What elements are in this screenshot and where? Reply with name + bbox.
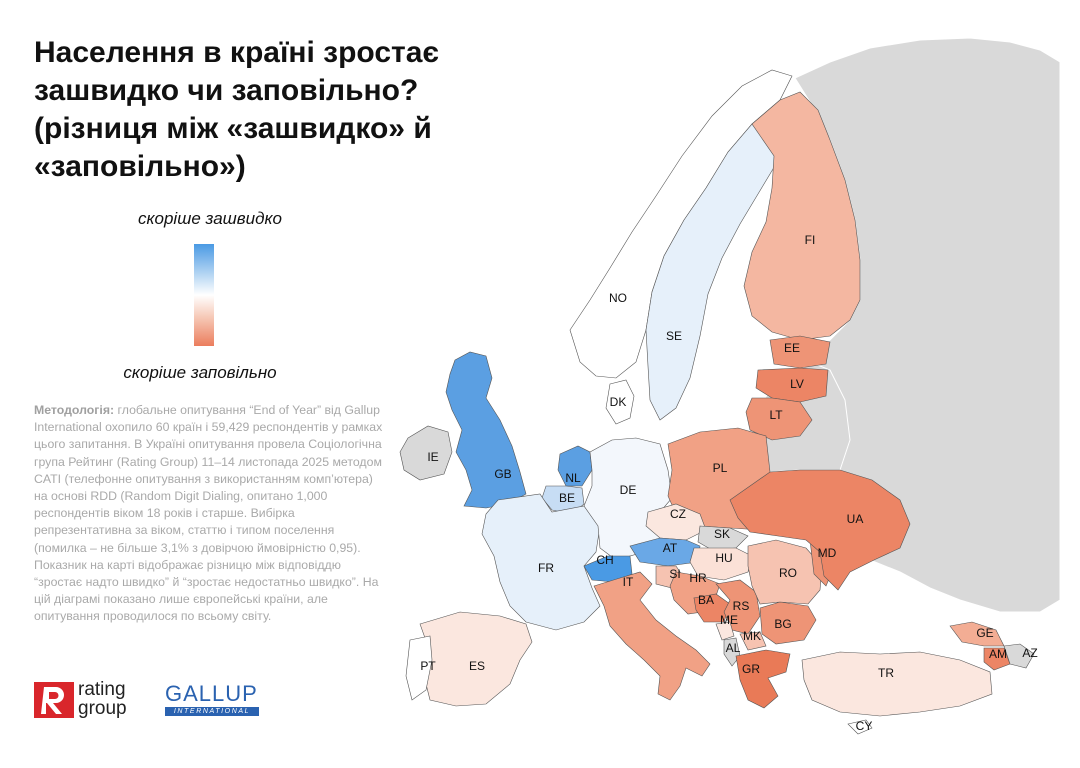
- country-ME: [715, 621, 735, 641]
- country-label-NL: NL: [565, 471, 581, 485]
- legend-top-label: скоріше зашвидко: [138, 209, 282, 228]
- country-GB: [445, 351, 527, 509]
- rating-group-line1: rating: [78, 679, 126, 700]
- country-label-LT: LT: [769, 408, 783, 422]
- country-RO: [747, 539, 823, 605]
- country-label-HU: HU: [715, 551, 732, 565]
- country-label-AL: AL: [726, 641, 741, 655]
- country-SE: [645, 109, 785, 421]
- country-label-NO: NO: [609, 291, 627, 305]
- country-label-DE: DE: [620, 483, 637, 497]
- country-IE: [399, 425, 453, 481]
- country-label-AZ: AZ: [1022, 646, 1037, 660]
- country-MK: [739, 631, 767, 651]
- country-IT: [593, 571, 711, 701]
- country-label-RO: RO: [779, 566, 797, 580]
- gallup-logo-subtext: INTERNATIONAL: [165, 707, 259, 716]
- country-label-PT: PT: [420, 659, 436, 673]
- country-label-PL: PL: [713, 461, 728, 475]
- country-label-DK: DK: [610, 395, 627, 409]
- country-label-SE: SE: [666, 329, 682, 343]
- country-LT: [745, 397, 813, 441]
- country-HU: [689, 547, 753, 581]
- country-NL: [557, 445, 593, 487]
- country-label-BA: BA: [698, 593, 714, 607]
- country-CH: [583, 555, 633, 583]
- country-label-AT: AT: [663, 541, 678, 555]
- country-label-CZ: CZ: [670, 507, 686, 521]
- country-label-BG: BG: [774, 617, 791, 631]
- country-FI: [743, 91, 861, 341]
- country-label-FR: FR: [538, 561, 554, 575]
- country-label-ES: ES: [469, 659, 485, 673]
- country-label-RS: RS: [733, 599, 750, 613]
- methodology-note: Методологія: глобальне опитування “End o…: [34, 402, 384, 626]
- country-label-CH: CH: [596, 553, 613, 567]
- country-FR: [481, 493, 601, 631]
- country-label-TR: TR: [878, 666, 894, 680]
- methodology-label: Методологія:: [34, 403, 115, 417]
- country-DK: [605, 379, 635, 425]
- country-label-MD: MD: [818, 546, 837, 560]
- country-CZ: [645, 503, 707, 541]
- country-PT: [405, 635, 433, 701]
- country-BG: [759, 601, 817, 645]
- rating-group-logo: rating group: [34, 680, 154, 720]
- country-label-HR: HR: [689, 571, 707, 585]
- country-label-GB: GB: [494, 467, 511, 481]
- rating-group-r-icon: [34, 682, 74, 718]
- country-label-CY: CY: [856, 719, 873, 733]
- country-label-MK: MK: [743, 629, 761, 643]
- country-label-IT: IT: [623, 575, 634, 589]
- rating-group-line2: group: [78, 698, 127, 719]
- country-EE: [769, 335, 831, 369]
- country-label-AM: AM: [989, 647, 1007, 661]
- country-label-IE: IE: [427, 450, 438, 464]
- country-label-GE: GE: [976, 626, 993, 640]
- country-label-EE: EE: [784, 341, 800, 355]
- methodology-text: глобальне опитування “End of Year” від G…: [34, 403, 383, 624]
- country-label-GR: GR: [742, 662, 760, 676]
- country-TR: [801, 651, 993, 717]
- country-AL: [723, 637, 741, 667]
- country-AM: [983, 647, 1011, 671]
- country-label-LV: LV: [790, 377, 804, 391]
- country-BA: [693, 593, 731, 623]
- country-label-BE: BE: [559, 491, 575, 505]
- country-label-FI: FI: [805, 233, 816, 247]
- page-title: Населення в країні зростає зашвидко чи з…: [34, 36, 439, 183]
- country-CY: [847, 719, 873, 735]
- country-UA: [729, 469, 911, 591]
- country-GR: [735, 649, 791, 709]
- legend-color-bar: [194, 244, 214, 346]
- country-LV: [755, 367, 829, 403]
- country-label-SK: SK: [714, 527, 730, 541]
- country-label-ME: ME: [720, 613, 738, 627]
- country-label-SI: SI: [669, 567, 680, 581]
- country-label-UA: UA: [847, 512, 864, 526]
- legend-bottom-label: скоріше заповільно: [123, 363, 277, 382]
- gallup-international-logo: GALLUP INTERNATIONAL: [165, 683, 265, 723]
- country-AZ: [1003, 643, 1035, 669]
- gallup-logo-text: GALLUP: [165, 681, 258, 706]
